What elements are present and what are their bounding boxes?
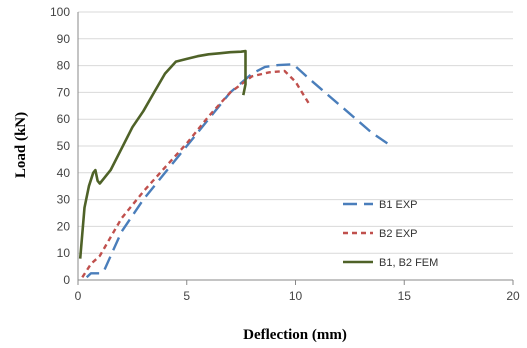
- x-tick-label: 5: [183, 289, 190, 303]
- x-tick-labels: 0 5 10 15 20: [75, 289, 520, 303]
- y-tick-label: 70: [57, 85, 71, 99]
- y-tick-label: 40: [57, 166, 71, 180]
- y-tick-label: 0: [63, 273, 70, 287]
- y-tick-label: 50: [57, 139, 71, 153]
- y-tick-label: 80: [57, 59, 71, 73]
- y-tick-labels: 0 10 20 30 40 50 60 70 80 90 100: [50, 5, 70, 287]
- y-axis-title: Load (kN): [13, 112, 29, 178]
- legend: B1 EXP B2 EXP B1, B2 FEM: [343, 199, 438, 269]
- y-tick-label: 90: [57, 32, 71, 46]
- gridlines: [78, 11, 513, 254]
- y-tick-label: 20: [57, 219, 71, 233]
- x-tick-label: 10: [289, 289, 303, 303]
- legend-label-1: B1 EXP: [379, 199, 418, 211]
- y-tick-label: 30: [57, 193, 71, 207]
- y-tick-label: 60: [57, 112, 71, 126]
- x-tick-label: 15: [398, 289, 412, 303]
- y-tick-label: 100: [50, 5, 70, 19]
- legend-label-2: B2 EXP: [379, 228, 418, 240]
- axes: [77, 12, 514, 285]
- x-tick-label: 0: [75, 289, 82, 303]
- legend-label-3: B1, B2 FEM: [379, 257, 438, 269]
- x-tick-label: 20: [506, 289, 520, 303]
- series-line-2: [81, 69, 310, 278]
- x-axis-title: Deflection (mm): [243, 327, 347, 343]
- series-lines: [78, 49, 392, 279]
- series-line-3: [78, 49, 247, 259]
- series-line-1: [85, 63, 392, 279]
- y-tick-label: 10: [57, 246, 71, 260]
